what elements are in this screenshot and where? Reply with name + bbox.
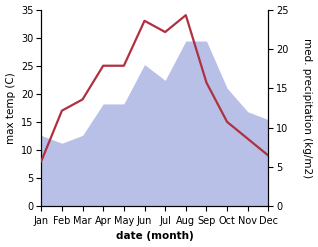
X-axis label: date (month): date (month) bbox=[116, 231, 194, 242]
Y-axis label: max temp (C): max temp (C) bbox=[5, 72, 16, 144]
Y-axis label: med. precipitation (kg/m2): med. precipitation (kg/m2) bbox=[302, 38, 313, 178]
